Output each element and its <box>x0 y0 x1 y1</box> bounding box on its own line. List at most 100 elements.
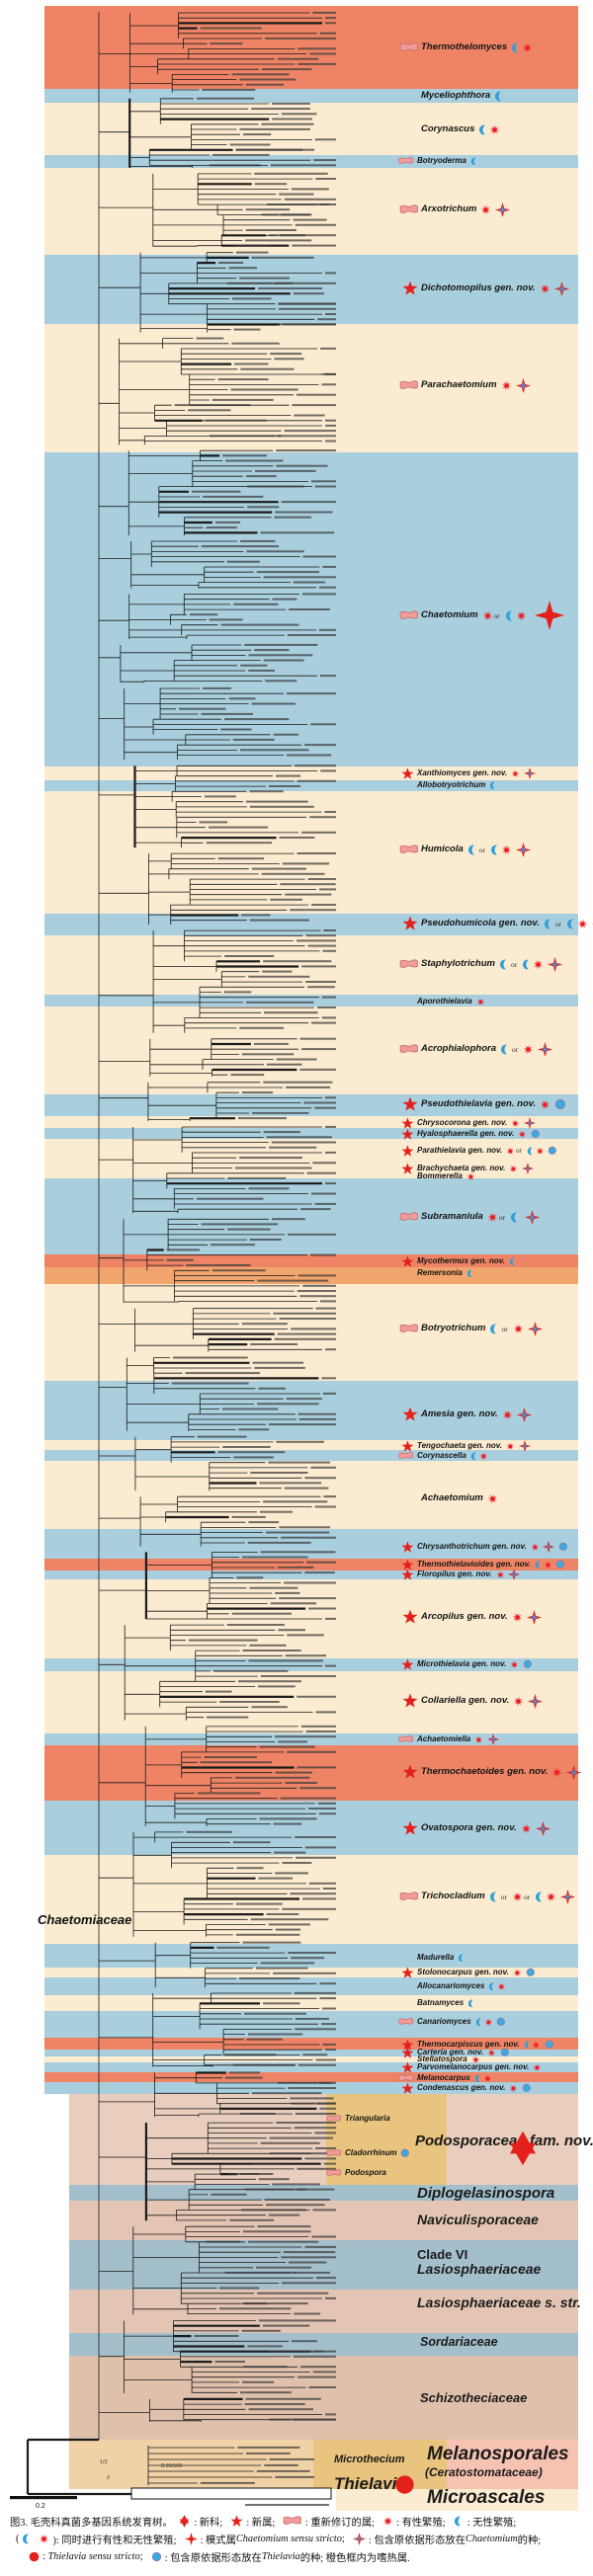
chaetomium-sensu-stricto-star-icon <box>534 601 564 630</box>
genus-row-arcopilus-gen-nov: Arcopilus gen. nov. <box>398 1609 542 1625</box>
sexual-state-sun-icon <box>533 959 544 969</box>
clade-band <box>44 780 578 791</box>
symbol-s4d <box>543 1540 555 1553</box>
family-label-clade-vi: Clade VI <box>417 2246 468 2262</box>
clade-band <box>44 1559 578 1570</box>
chaetomium-morph-star-icon <box>528 1693 544 1709</box>
sexual-state-sun-icon <box>479 1452 487 1460</box>
genus-row-cladorrhinum: Cladorrhinum <box>326 2147 410 2160</box>
clade-band <box>44 1116 578 1128</box>
genus-row-achaetomiella: Achaetomiella <box>398 1732 500 1746</box>
symbol-cb <box>554 1098 566 1110</box>
genus-row-botryotrichum: Botryotrichum or <box>398 1321 543 1336</box>
legend-sexual-state-sun-icon <box>381 2516 394 2527</box>
genus-label: Pseudohumicola gen. nov. <box>421 918 540 929</box>
genus-label: Botryoderma <box>417 155 466 165</box>
revised-genus-flag-icon <box>326 2148 342 2158</box>
sexual-state-sun-icon <box>483 2018 492 2026</box>
chaetomium-morph-star-icon <box>508 1568 521 1580</box>
clade-band <box>44 1977 578 1995</box>
chaetomium-morph-star-icon <box>487 1732 500 1745</box>
symbol-s4d <box>516 1407 532 1422</box>
clade-band <box>44 1450 578 1461</box>
new-family-star-icon <box>509 2131 537 2166</box>
revised-genus-flag-icon <box>398 1211 418 1223</box>
symbol-sun <box>482 610 493 621</box>
chaetomium-morph-star-icon <box>538 1041 553 1057</box>
family-label-podosporaceae-fam-nov: Podosporaceae fam. nov. <box>415 2132 593 2149</box>
symbol-sun <box>540 283 551 294</box>
clade-band <box>44 1128 578 1139</box>
genus-row-acrophialophora: Acrophialophora or <box>398 1041 553 1057</box>
asexual-state-moon-icon <box>489 1982 494 1990</box>
new-genus-star-icon <box>402 916 418 930</box>
new-genus-star-icon <box>401 2061 414 2073</box>
genus-row-mycothermus-gen-nov: Mycothermus gen. nov. <box>398 1255 518 1268</box>
asexual-state-moon-icon <box>490 781 495 789</box>
clade-band <box>44 995 578 1006</box>
genus-label: Hyalosphaerella gen. nov. <box>417 1128 515 1138</box>
new-genus-star-icon <box>398 916 418 931</box>
symbol-ms <box>535 1892 556 1902</box>
genus-label: Chrysocorona gen. nov. <box>417 1117 508 1127</box>
symbol-s4d <box>522 1162 535 1174</box>
asexual-state-moon-icon <box>527 1147 533 1155</box>
symbol-sun <box>511 769 520 778</box>
symbol-ms <box>488 1982 506 1991</box>
thielavia-morph-circle-icon <box>523 1659 532 1669</box>
genus-row-remersonia: Remersonia <box>398 1267 475 1280</box>
symbol-moon <box>458 1954 466 1963</box>
symbol-s4d <box>527 1321 543 1336</box>
sexual-state-sun-icon <box>522 42 533 52</box>
genus-row-thermothelomyces: Thermothelomyces <box>398 40 533 55</box>
family-box <box>69 2201 578 2240</box>
asexual-state-moon-icon <box>489 1892 496 1901</box>
caption-text: ): 同时进行有性和无性繁殖; <box>52 2535 182 2546</box>
genus-label: Chrysanthotrichum gen. nov. <box>417 1541 527 1551</box>
family-label-diplogelasinospora: Diplogelasinospora <box>417 2184 555 2202</box>
or-text: or <box>524 1892 531 1901</box>
chaetomium-morph-star-icon <box>523 1116 536 1129</box>
family-label-lasiosphaeriaceae-s-str: Lasiosphaeriaceae s. str. <box>417 2294 581 2311</box>
genus-row-brachychaeta-gen-nov: Brachychaeta gen. nov. <box>398 1162 535 1175</box>
symbol-ms <box>490 845 512 855</box>
revised-genus-flag-icon <box>398 2017 414 2027</box>
family-box <box>336 2489 578 2511</box>
symbol-ms <box>566 919 588 929</box>
new-genus-star-icon <box>401 767 414 779</box>
sexual-state-sun-icon <box>487 2049 496 2056</box>
genus-label: Subramaniula <box>421 1211 483 1223</box>
genus-row-pseudothielavia-gen-nov: Pseudothielavia gen. nov. <box>398 1096 566 1112</box>
genus-label: Mycothermus gen. nov. <box>417 1255 505 1265</box>
legend-new-genus-star-icon <box>229 2514 244 2528</box>
new-genus-star-icon <box>398 1569 414 1581</box>
revised-genus-flag-icon <box>399 204 418 213</box>
family-box <box>69 2290 578 2333</box>
caption-text: 的种; 橙色框内为嗜热属. <box>299 2552 410 2564</box>
thielavia-morph-circle-icon <box>549 1146 557 1156</box>
genus-row-chaetomium: Chaetomium or <box>398 601 564 630</box>
family-box <box>69 2240 578 2290</box>
sexual-state-sun-icon <box>496 1570 504 1578</box>
sexual-state-sun-icon <box>482 610 492 620</box>
family-box <box>69 2185 578 2201</box>
genus-row-bommerella: Bommerella <box>398 1170 475 1183</box>
genus-label: Parachaetomium <box>421 379 497 391</box>
symbol-s4d <box>553 281 569 296</box>
symbol-sun <box>512 1612 523 1623</box>
symbol-s4big <box>534 601 564 630</box>
chaetomium-morph-star-icon <box>543 1540 555 1553</box>
genus-row-melanocarpus: Melanocarpus <box>398 2072 491 2085</box>
asexual-state-moon-icon <box>466 1269 472 1277</box>
symbol-moon <box>510 1212 521 1223</box>
genus-row-trichocladium: Trichocladium or or <box>398 1889 576 1904</box>
sexual-state-sun-icon <box>513 1696 524 1706</box>
revised-genus-flag-icon <box>398 157 414 165</box>
asexual-state-moon-icon <box>524 2041 530 2049</box>
chaetomium-sensu-stricto-star-icon <box>184 2532 198 2545</box>
genus-label: Podospora <box>345 2167 386 2177</box>
genus-row-chrysanthotrichum-gen-nov: Chrysanthotrichum gen. nov. <box>398 1540 568 1554</box>
symbol-moon <box>489 1324 500 1334</box>
genus-row-hyalosphaerella-gen-nov: Hyalosphaerella gen. nov. <box>398 1128 541 1141</box>
